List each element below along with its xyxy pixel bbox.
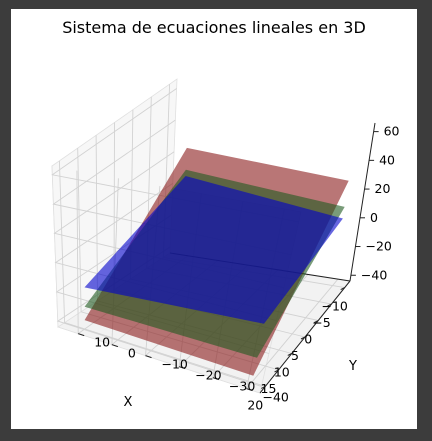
z-tick-label: −20 [366, 239, 392, 254]
y-axis-label: Y [348, 359, 357, 374]
y-tick-label: −10 [162, 357, 188, 372]
z-axis-line [349, 122, 376, 282]
x-tick-label: 15 [261, 381, 277, 396]
y-tick [145, 355, 152, 359]
y-tick-label: 0 [128, 346, 136, 361]
x-tick [274, 369, 279, 373]
z-tick-label: 0 [370, 210, 378, 225]
ticks: −10−505101520−40−30−20−10010−40−20020406… [78, 124, 400, 412]
z-tick-label: 20 [375, 181, 391, 196]
x-tick [261, 385, 266, 389]
chart-title: Sistema de ecuaciones lineales en 3D [62, 18, 366, 37]
z-tick-label: −40 [361, 267, 387, 282]
x-tick [327, 303, 332, 307]
x-tick-label: 0 [304, 332, 312, 347]
y-tick [212, 377, 220, 381]
y-tick-label: 10 [94, 335, 110, 350]
x-axis-label: X [124, 395, 133, 410]
figure: Sistema de ecuaciones lineales en 3D −10… [11, 9, 417, 429]
x-tick-label: −10 [322, 299, 348, 314]
plane-3 [84, 176, 343, 324]
y-tick [111, 344, 119, 348]
x-tick [340, 287, 345, 291]
x-tick-label: 20 [247, 397, 263, 412]
y-tick-label: −30 [229, 379, 255, 394]
x-tick-label: 5 [291, 348, 299, 363]
x-tick-label: 10 [274, 365, 290, 380]
y-tick [179, 366, 186, 370]
y-tick [78, 333, 85, 337]
planes [84, 147, 349, 376]
x-tick [287, 353, 292, 356]
axis-labels: X Y [124, 359, 357, 410]
z-tick-label: 60 [384, 124, 400, 139]
y-tick-label: −20 [195, 368, 221, 383]
x-tick-label: −5 [312, 315, 330, 330]
y-tick-label: −40 [263, 390, 289, 405]
x-tick [300, 336, 306, 340]
x-tick [314, 320, 319, 323]
gridline-x [58, 160, 266, 387]
y-tick [246, 388, 253, 392]
chart-3d: Sistema de ecuaciones lineales en 3D −10… [51, 18, 400, 412]
z-tick-label: 40 [379, 152, 395, 167]
